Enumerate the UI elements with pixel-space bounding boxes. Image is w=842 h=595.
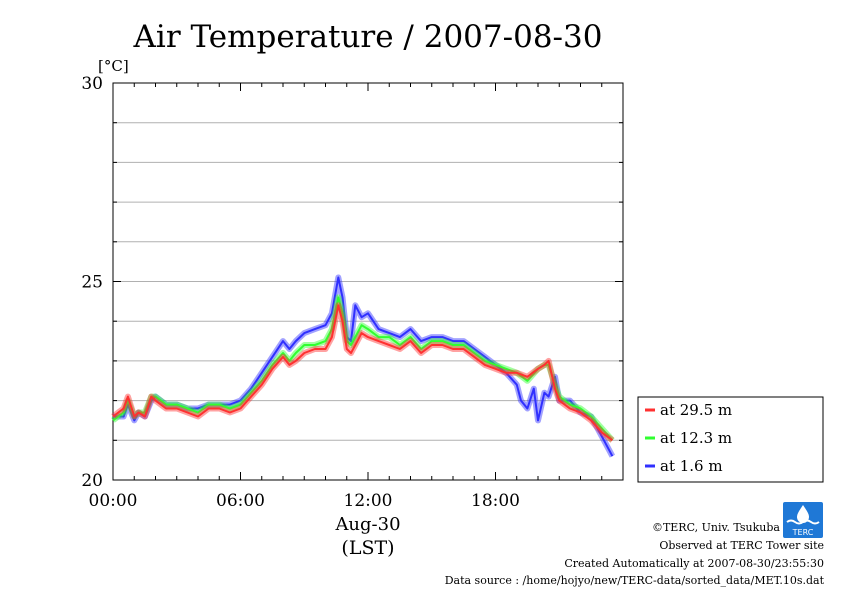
series-layer [111,274,616,458]
footer-data-source: Data source : /home/hojyo/new/TERC-data/… [444,574,824,587]
series-line [112,296,614,441]
logo-text: TERC [792,528,814,537]
y-tick-label: 20 [81,471,103,491]
y-tick-label: 30 [81,74,103,94]
y-tick-label: 25 [81,273,103,293]
grid-lines [113,122,623,441]
x-tick-label: 00:00 [89,491,138,511]
x-tick-label: 06:00 [216,491,265,511]
x-tick-label: 18:00 [471,491,520,511]
legend: at 29.5 m at 12.3 m at 1.6 m [637,396,824,483]
y-tick-labels: 20 25 30 [81,74,103,491]
y-axis-unit-label: [°C] [98,57,129,75]
legend-label: at 12.3 m [660,429,732,447]
x-tick-label: 12:00 [344,491,393,511]
footer-copyright: ©TERC, Univ. Tsukuba [651,521,780,534]
series-line [112,304,613,442]
footer-observed-site: Observed at TERC Tower site [659,539,824,552]
legend-box [637,396,824,483]
terc-logo: TERC [783,502,823,538]
legend-label: at 29.5 m [660,401,732,419]
chart-title: Air Temperature / 2007-08-30 [133,19,603,55]
x-axis-timezone-label: (LST) [341,537,394,559]
legend-label: at 1.6 m [660,457,723,475]
footer-created-time: Created Automatically at 2007-08-30/23:5… [564,557,824,570]
x-tick-labels: 00:00 06:00 12:00 18:00 [89,491,521,511]
x-axis-date-label: Aug-30 [334,514,400,535]
axis-ticks [112,82,624,481]
